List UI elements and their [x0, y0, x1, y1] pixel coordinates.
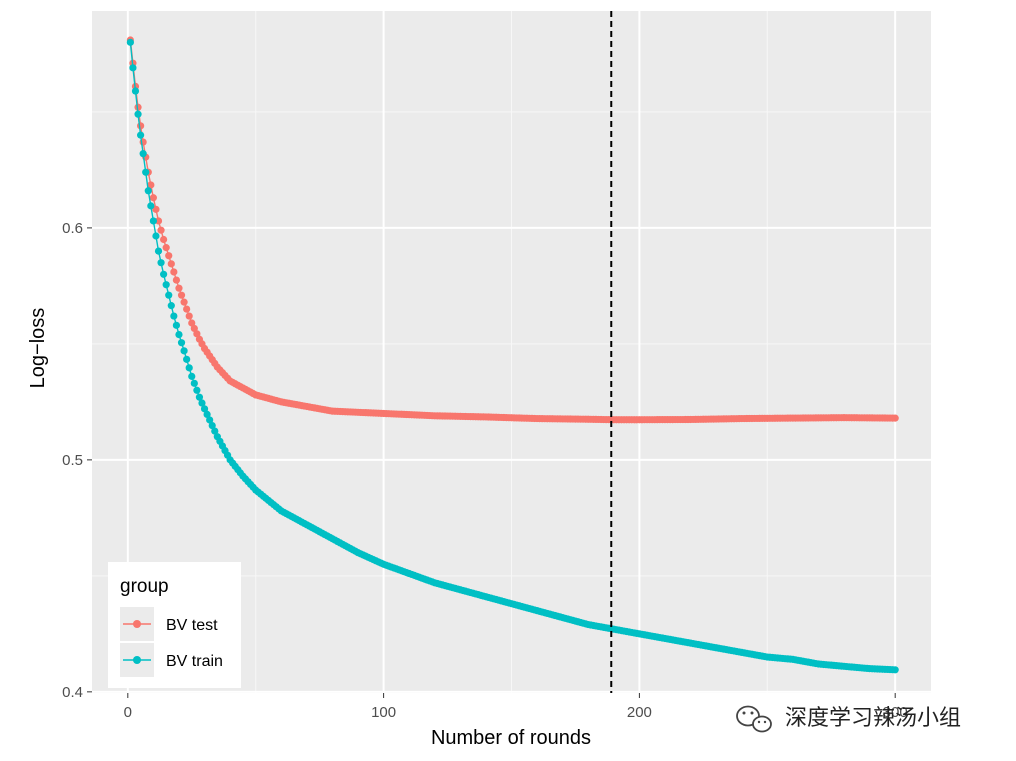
data-point	[183, 355, 191, 363]
axes: 0 100 200 300 0.4 0.5 0.6	[62, 220, 908, 721]
series-bv-train	[126, 38, 899, 674]
data-point	[193, 330, 201, 338]
series-bv-test	[126, 36, 899, 424]
data-point	[188, 372, 196, 380]
data-point	[200, 405, 209, 413]
x-tick-label: 200	[627, 704, 652, 721]
data-point	[190, 379, 198, 387]
data-point	[180, 298, 188, 306]
data-point	[198, 399, 206, 407]
x-tick-label: 100	[371, 704, 396, 721]
data-point	[211, 427, 219, 435]
y-tick-label: 0.5	[62, 452, 83, 469]
data-point	[203, 410, 211, 418]
data-point	[157, 226, 165, 234]
wechat-icon	[736, 705, 772, 733]
legend-key-point	[133, 656, 141, 664]
data-point	[180, 347, 188, 355]
data-point	[185, 364, 193, 372]
x-tick-label: 0	[124, 704, 132, 721]
data-point	[167, 302, 175, 310]
data-point	[149, 217, 157, 225]
data-point	[162, 281, 170, 289]
data-point	[139, 150, 147, 158]
data-point	[152, 205, 160, 213]
data-point	[165, 252, 173, 260]
data-point	[160, 270, 168, 278]
data-point	[190, 324, 198, 333]
data-point	[134, 110, 142, 118]
data-point	[154, 247, 163, 255]
x-axis-title: Number of rounds	[431, 727, 591, 749]
data-point	[131, 87, 140, 95]
data-point	[137, 131, 145, 139]
series-layer	[126, 36, 899, 674]
data-point	[126, 38, 134, 46]
data-point	[188, 319, 196, 327]
data-point	[208, 421, 216, 430]
data-point	[129, 64, 137, 72]
legend: group BV test BV train	[108, 562, 241, 688]
data-point	[170, 268, 178, 276]
data-point	[185, 312, 193, 320]
legend-label-bv-test: BV test	[166, 617, 218, 634]
data-point	[891, 414, 899, 422]
y-axis-title: Log−loss	[27, 308, 49, 389]
data-point	[160, 235, 168, 244]
data-point	[144, 187, 152, 195]
legend-key-point	[133, 620, 141, 628]
data-point	[172, 276, 181, 284]
data-point	[134, 103, 142, 111]
x-tick-label: 300	[883, 704, 908, 721]
data-point	[177, 339, 186, 347]
data-point	[183, 305, 191, 313]
watermark-text: 深度学习辣汤小组	[785, 706, 961, 731]
data-point	[177, 291, 186, 299]
data-point	[162, 244, 170, 252]
data-point	[157, 259, 165, 267]
legend-label-bv-train: BV train	[166, 653, 223, 670]
data-point	[137, 122, 145, 130]
data-point	[206, 416, 214, 424]
y-tick-label: 0.4	[62, 684, 83, 701]
data-point	[195, 393, 204, 401]
data-point	[165, 291, 173, 299]
data-point	[172, 321, 181, 329]
data-point	[149, 194, 157, 202]
data-point	[142, 168, 150, 176]
data-point	[147, 181, 155, 189]
watermark: 深度学习辣汤小组	[736, 705, 961, 733]
data-point	[175, 284, 183, 292]
data-point	[193, 386, 201, 394]
y-tick-label: 0.6	[62, 220, 83, 237]
data-point	[152, 232, 160, 240]
data-point	[891, 666, 899, 674]
legend-title: group	[120, 576, 169, 597]
data-point	[175, 331, 183, 339]
data-point	[147, 202, 155, 210]
data-point	[167, 260, 175, 268]
data-point	[170, 312, 178, 320]
data-point	[154, 217, 163, 225]
